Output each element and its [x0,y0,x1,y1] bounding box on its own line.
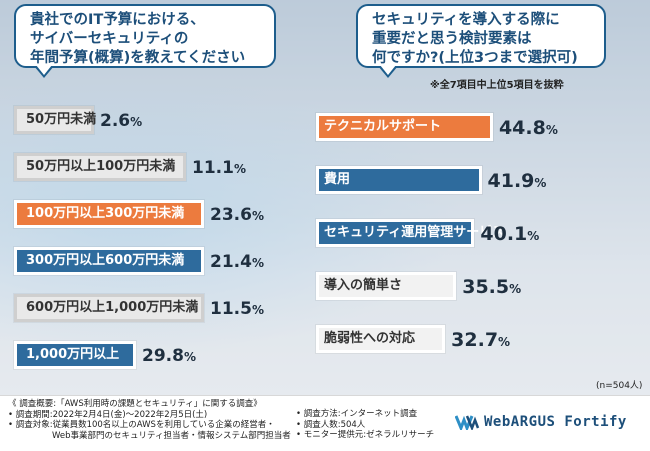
left-question-line: 貴社でのIT予算における、 [30,12,205,28]
bar-category-label: 50万円以上100万円未満 [26,159,176,174]
bar-value-label: 11.5% [210,294,264,322]
right-question-bubble: セキュリティを導入する際に 重要だと思う検討要素は 何ですか?(上位3つまで選択… [356,4,606,68]
bar-value-label: 11.1% [192,153,246,181]
value-unit: % [251,303,264,317]
left-bubble-tail-inner [36,65,52,75]
value-unit: % [233,162,246,176]
value-unit: % [509,282,522,296]
right-chart-note: ※全7項目中上位5項目を抜粋 [430,80,564,91]
bar-value-label: 32.7% [451,325,510,353]
sample-size-label: (n=504人) [596,381,643,391]
bar [14,200,204,228]
left-question-line: 年間予算(概算)を教えてください [30,50,246,66]
bar [14,106,94,134]
bar [14,294,204,322]
right-bubble-tail-inner [380,65,396,75]
left-question-line: サイバーセキュリティの [30,31,189,47]
bar-category-label: 導入の簡単さ [324,278,403,293]
bar-value-label: 40.1% [480,219,539,247]
footer-row: Web事業部門のセキュリティ担当者・情報システム部門担当者 [52,430,291,441]
bar-value-label: 41.9% [488,166,547,194]
value-unit: % [527,229,540,243]
footer-row: • 調査方法:インターネット調査 [296,409,418,419]
value-number: 32.7 [451,329,499,351]
logo-mark-icon [455,415,480,430]
bar-category-label: 600万円以上1,000万円未満 [26,300,199,315]
bar-category-label: 1,000万円以上 [26,347,120,362]
bar-value-label: 21.4% [210,247,264,275]
value-unit: % [498,335,511,349]
footer-left-column: 《 調査概要:「AWS利用時の課題とセキュリティ」に関する調査》 • 調査期間:… [8,399,291,441]
bar-category-label: 300万円以上600万円未満 [26,253,185,268]
footer-mid-column: • 調査方法:インターネット調査 • 調査人数:504人 • モニター提供元:ゼ… [296,409,434,441]
value-unit: % [545,123,558,137]
bar-category-label: 脆弱性への対応 [324,331,416,346]
bar-category-label: 100万円以上300万円未満 [26,206,185,221]
right-question-line: セキュリティを導入する際に [372,12,560,28]
value-number: 11.1 [192,158,234,178]
footer-row: • 調査期間:2022年2月4日(金)〜2022年2月5日(土) [8,409,208,420]
footer-row: • 調査対象:従業員数100名以上のAWSを利用している企業の経営者・ [8,420,275,430]
value-unit: % [251,256,264,270]
footer-row: • モニター提供元:ゼネラルリサーチ [296,430,435,440]
bar [14,153,186,181]
value-number: 2.6 [100,111,131,131]
bar-category-label: テクニカルサポート [324,119,442,134]
bar-value-label: 44.8% [499,113,558,141]
bar [316,113,493,141]
value-unit: % [251,209,264,223]
bar-value-label: 2.6% [100,106,142,134]
bar-category-label: 50万円未満 [26,112,97,127]
footer-row: 《 調査概要:「AWS利用時の課題とセキュリティ」に関する調査》 [8,399,262,409]
bar [316,325,446,353]
footer-row: • 調査人数:504人 [296,419,366,430]
bar-category-label: 費用 [324,172,351,187]
value-number: 40.1 [480,223,528,245]
left-question-bubble: 貴社でのIT予算における、 サイバーセキュリティの 年間予算(概算)を教えてくだ… [14,4,276,68]
value-number: 41.9 [487,170,535,192]
value-number: 35.5 [462,276,510,298]
value-number: 23.6 [210,205,252,225]
bar [316,219,475,247]
value-number: 21.4 [210,252,252,272]
bar-category-label: セキュリティ運用管理サービス [324,225,506,240]
right-question-line: 何ですか?(上位3つまで選択可) [372,50,578,66]
value-unit: % [534,176,547,190]
right-question-line: 重要だと思う検討要素は [372,31,532,47]
value-unit: % [130,115,143,129]
bar [14,341,136,369]
bar [316,166,482,194]
value-number: 44.8 [498,117,546,139]
value-number: 11.5 [210,299,252,319]
webargus-logo: WebARGUS Fortify [455,412,627,432]
bar-value-label: 23.6% [210,200,264,228]
bar-value-label: 35.5% [462,272,521,300]
bar [316,272,457,300]
bar-value-label: 29.8% [142,341,196,369]
value-number: 29.8 [142,346,184,366]
logo-text: WebARGUS Fortify [484,414,627,430]
survey-footer: 《 調査概要:「AWS利用時の課題とセキュリティ」に関する調査》 • 調査期間:… [0,395,650,451]
value-unit: % [183,350,196,364]
bar [14,247,204,275]
